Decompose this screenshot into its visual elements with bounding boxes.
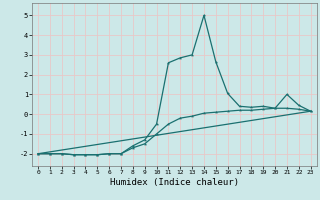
- X-axis label: Humidex (Indice chaleur): Humidex (Indice chaleur): [110, 178, 239, 187]
